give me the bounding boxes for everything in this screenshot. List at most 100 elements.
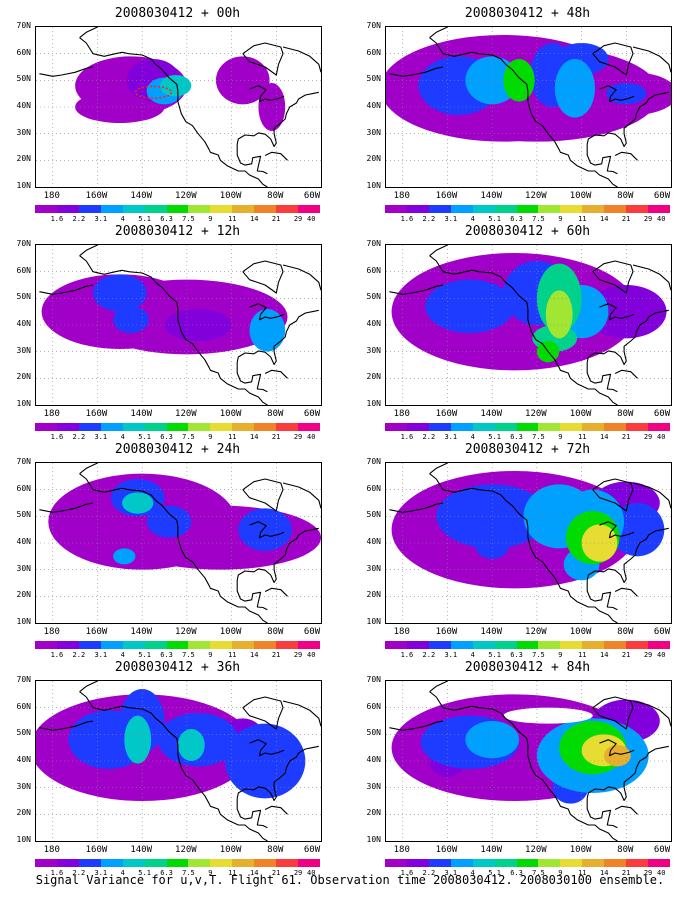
lon-tick-label: 80W bbox=[617, 409, 634, 419]
map-area bbox=[35, 244, 322, 406]
lat-tick-label: 20N bbox=[366, 154, 381, 164]
colorbar-label: 5.1 bbox=[488, 651, 501, 659]
colorbar-label: 3.1 bbox=[444, 869, 458, 877]
lon-tick-label: 60W bbox=[653, 627, 671, 637]
colorbar bbox=[385, 859, 670, 867]
colorbar-swatch bbox=[144, 205, 167, 213]
coastline bbox=[429, 691, 618, 841]
colorbar-swatch bbox=[406, 641, 429, 649]
colorbar bbox=[35, 641, 320, 649]
colorbar-swatch bbox=[626, 205, 649, 213]
colorbar-swatch bbox=[604, 859, 627, 867]
variance-map bbox=[36, 27, 321, 187]
coastline bbox=[282, 482, 321, 509]
lon-tick-label: 60W bbox=[303, 627, 321, 637]
coastline bbox=[79, 463, 98, 475]
colorbar-label: 7.5 bbox=[532, 215, 545, 223]
variance-contour bbox=[146, 505, 192, 538]
colorbar-swatch bbox=[626, 423, 649, 431]
lon-tick-label: 180 bbox=[43, 409, 60, 419]
variance-contour bbox=[122, 492, 154, 514]
colorbar-swatch bbox=[428, 423, 451, 431]
lat-tick-label: 30N bbox=[366, 563, 381, 573]
lon-tick-label: 120W bbox=[525, 191, 547, 201]
coastline bbox=[599, 521, 635, 539]
colorbar-swatch bbox=[35, 423, 57, 431]
coastline bbox=[242, 42, 284, 76]
coastline bbox=[599, 739, 635, 757]
colorbar-label: 1.6 bbox=[400, 651, 414, 659]
colorbar-swatch bbox=[56, 641, 79, 649]
colorbar-label: 6.3 bbox=[510, 215, 523, 223]
colorbar-swatch bbox=[144, 423, 167, 431]
colorbar-swatch bbox=[254, 641, 277, 649]
coastline bbox=[586, 144, 618, 175]
lat-tick-label: 70N bbox=[16, 239, 31, 248]
colorbar-swatch bbox=[210, 205, 233, 213]
lat-tick-label: 10N bbox=[16, 835, 31, 844]
variance-contour bbox=[554, 59, 595, 118]
coastline bbox=[429, 473, 618, 623]
colorbar-label: 7.5 bbox=[182, 215, 195, 223]
coastline bbox=[249, 85, 285, 103]
lat-tick-label: 30N bbox=[16, 127, 31, 137]
colorbar-label: 4 bbox=[470, 433, 475, 441]
colorbar-labels: 1.6 2.2 3.1 4 5.1 6.3 7.5 9 11 14 21 29 40 bbox=[35, 869, 320, 879]
coastline bbox=[592, 42, 634, 76]
colorbar-swatch bbox=[494, 859, 517, 867]
colorbar-swatch bbox=[35, 859, 57, 867]
colorbar-label: 14 bbox=[250, 215, 259, 223]
coastline bbox=[614, 587, 638, 597]
colorbar-label: 40 bbox=[307, 215, 316, 223]
colorbar-label: 1.6 bbox=[50, 215, 64, 223]
colorbar-label: 14 bbox=[600, 215, 609, 223]
colorbar-swatch bbox=[144, 859, 167, 867]
colorbar-swatch bbox=[276, 641, 299, 649]
colorbar-label: 40 bbox=[657, 869, 666, 877]
colorbar-swatch bbox=[648, 423, 670, 431]
lat-tick-label: 30N bbox=[366, 345, 381, 355]
variance-contour bbox=[177, 729, 205, 761]
colorbar-label: 40 bbox=[307, 869, 316, 877]
variance-contour bbox=[581, 524, 618, 562]
lat-tick-label: 20N bbox=[16, 372, 31, 382]
colorbar-swatch bbox=[560, 859, 583, 867]
lon-tick-label: 120W bbox=[175, 191, 197, 201]
panel-title: 2008030412 + 24h bbox=[114, 442, 241, 457]
colorbar-swatch bbox=[582, 641, 605, 649]
lat-tick-label: 70N bbox=[16, 21, 31, 30]
colorbar bbox=[35, 423, 320, 431]
coastline bbox=[79, 681, 98, 693]
colorbar-label: 9 bbox=[208, 433, 213, 441]
lon-tick-label: 180 bbox=[393, 191, 410, 201]
colorbar-label: 14 bbox=[250, 869, 259, 877]
colorbar-label: 6.3 bbox=[160, 433, 173, 441]
colorbar-swatch bbox=[122, 859, 145, 867]
colorbar-labels: 1.6 2.2 3.1 4 5.1 6.3 7.5 9 11 14 21 29 40 bbox=[35, 651, 320, 661]
colorbar-label: 11 bbox=[228, 651, 237, 659]
colorbar-label: 11 bbox=[228, 215, 237, 223]
coastline bbox=[592, 478, 634, 512]
colorbar-swatch bbox=[188, 859, 211, 867]
colorbar-label: 29 bbox=[643, 651, 653, 659]
coastline bbox=[264, 369, 288, 379]
lat-tick-label: 50N bbox=[366, 74, 381, 84]
colorbar-label: 14 bbox=[600, 869, 609, 877]
lon-tick-label: 120W bbox=[175, 845, 197, 855]
colorbar-label: 29 bbox=[293, 215, 303, 223]
colorbar-swatch bbox=[232, 205, 255, 213]
colorbar-label: 29 bbox=[643, 433, 653, 441]
lon-tick-label: 140W bbox=[130, 191, 153, 201]
colorbar-label: 40 bbox=[307, 433, 316, 441]
coastline bbox=[282, 700, 321, 727]
colorbar-swatch bbox=[516, 423, 539, 431]
coastline bbox=[592, 696, 634, 730]
panel-title: 2008030412 + 60h bbox=[464, 224, 591, 239]
colorbar-swatch bbox=[538, 641, 561, 649]
lat-tick-label: 30N bbox=[16, 563, 31, 573]
variance-contour bbox=[465, 721, 519, 759]
coastline bbox=[282, 264, 321, 291]
coastline bbox=[389, 66, 444, 77]
coastline bbox=[389, 284, 444, 295]
colorbar-swatch bbox=[472, 859, 495, 867]
